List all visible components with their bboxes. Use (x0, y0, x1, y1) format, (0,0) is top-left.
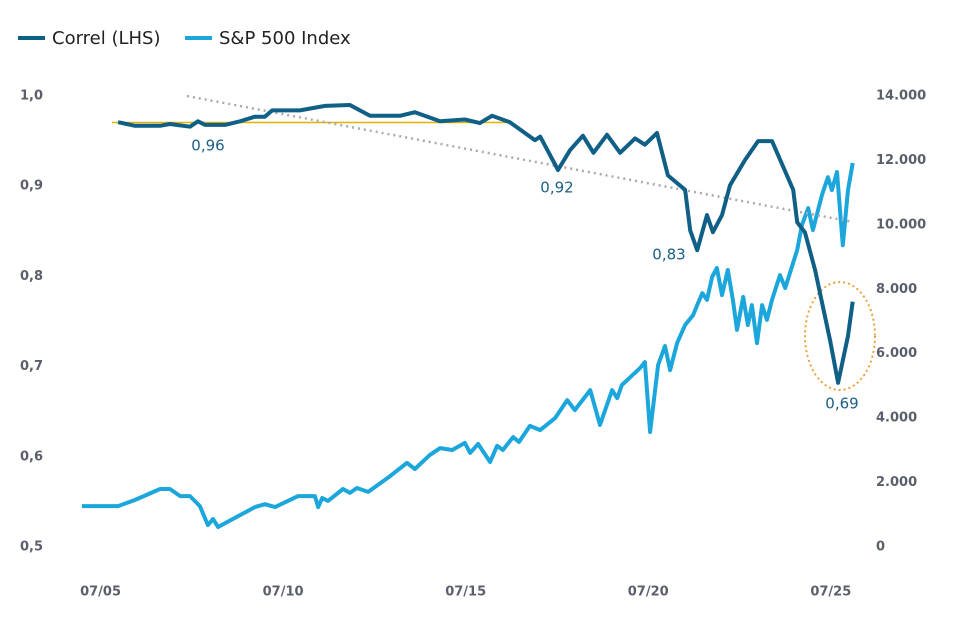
series-line (81, 162, 855, 529)
y2-tick-label: 10.000 (876, 217, 926, 232)
y2-tick-label: 8.000 (876, 282, 917, 297)
legend-label: S&P 500 Index (219, 28, 351, 49)
y2-tick-label: 0 (876, 540, 885, 555)
y-tick-label: 0,8 (20, 269, 43, 284)
x-tick-label: 07/20 (628, 585, 669, 600)
y2-tick-label: 12.000 (876, 153, 926, 168)
annotation: 0,69 (825, 395, 858, 413)
highlight-circle (804, 281, 876, 391)
x-tick-label: 07/25 (810, 585, 851, 600)
x-tick-label: 07/05 (80, 585, 121, 600)
x-tick-label: 07/15 (445, 585, 486, 600)
x-tick-label: 07/10 (263, 585, 304, 600)
y-tick-label: 0,7 (20, 359, 43, 374)
y-tick-label: 0,5 (20, 540, 43, 555)
y2-tick-label: 14.000 (876, 89, 926, 104)
y2-tick-label: 2.000 (876, 475, 917, 490)
y-tick-label: 0,9 (20, 179, 43, 194)
annotation: 0,96 (191, 137, 224, 155)
y2-tick-label: 4.000 (876, 411, 917, 426)
legend-label: Correl (LHS) (52, 28, 161, 49)
y-tick-label: 0,6 (20, 449, 43, 464)
y2-tick-label: 6.000 (876, 346, 917, 361)
annotation: 0,92 (540, 179, 573, 197)
series-line (117, 103, 855, 385)
annotation: 0,83 (652, 246, 685, 264)
trend-line (186, 94, 854, 224)
y-tick-label: 1,0 (20, 89, 43, 104)
